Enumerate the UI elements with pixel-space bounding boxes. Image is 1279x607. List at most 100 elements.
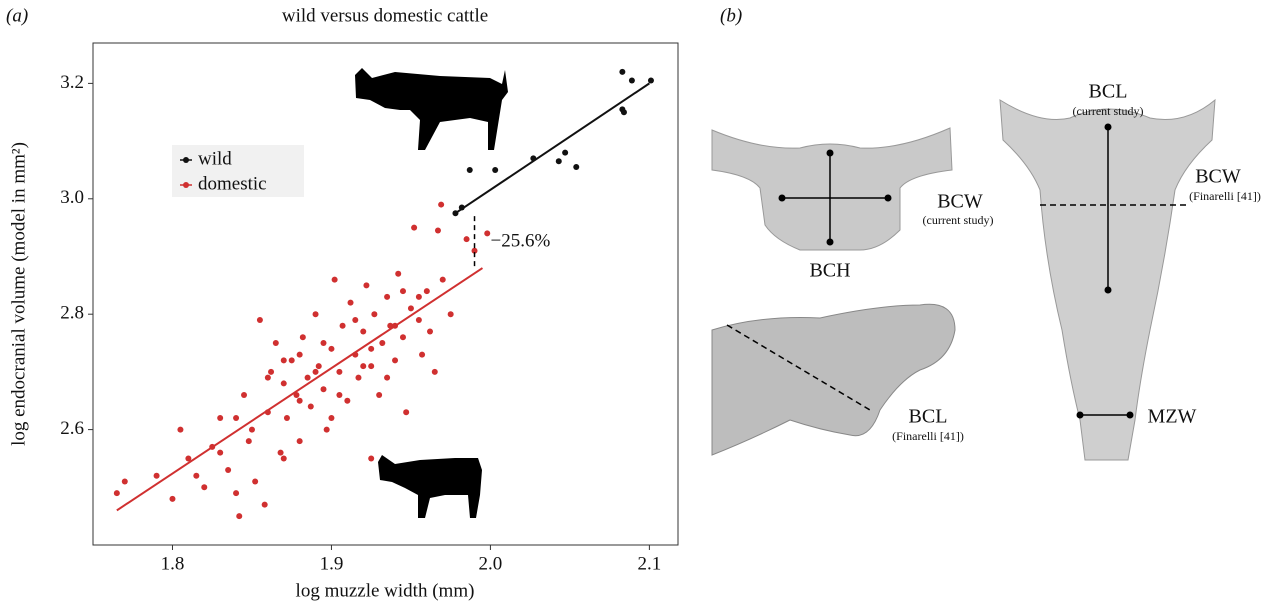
landmark: [827, 150, 834, 157]
point: [384, 294, 390, 300]
annotation: −25.6%: [491, 230, 551, 251]
point: [169, 496, 175, 502]
point: [281, 357, 287, 363]
diagram-label: BCH: [809, 260, 850, 282]
point: [340, 323, 346, 329]
point: [177, 427, 183, 433]
x-tick-label: 2.0: [479, 553, 503, 574]
point: [336, 369, 342, 375]
point: [424, 288, 430, 294]
x-tick-label: 2.1: [638, 553, 662, 574]
diagram-label: BCW: [1195, 166, 1241, 188]
legend-label: wild: [198, 148, 232, 169]
domestic-cattle-silhouette: [378, 455, 482, 518]
point: [621, 109, 627, 115]
point: [249, 427, 255, 433]
point: [427, 329, 433, 335]
x-axis-label: log muzzle width (mm): [296, 580, 475, 601]
point: [416, 317, 422, 323]
point: [313, 369, 319, 375]
point: [265, 375, 271, 381]
point: [233, 415, 239, 421]
point: [392, 357, 398, 363]
point: [257, 317, 263, 323]
point: [368, 346, 374, 352]
point: [313, 311, 319, 317]
point: [492, 167, 498, 173]
point: [332, 277, 338, 283]
point: [376, 392, 382, 398]
point: [448, 311, 454, 317]
y-tick-label: 3.2: [60, 72, 84, 93]
diagram-note: (current study): [923, 213, 994, 227]
point: [562, 150, 568, 156]
point: [355, 375, 361, 381]
y-tick-label: 2.8: [60, 303, 84, 324]
point: [648, 78, 654, 84]
point: [432, 369, 438, 375]
point: [241, 392, 247, 398]
x-tick-label: 1.8: [161, 553, 185, 574]
landmark: [1077, 412, 1084, 419]
point: [403, 409, 409, 415]
diagram-label: BCL: [1089, 81, 1128, 103]
point: [284, 415, 290, 421]
point: [629, 78, 635, 84]
chart-title: wild versus domestic cattle: [282, 5, 488, 26]
point: [438, 202, 444, 208]
diagram-note: (Finarelli [41]): [1189, 189, 1261, 203]
page: (a) (b) wild versus domestic cattle log …: [0, 0, 1279, 607]
point: [289, 357, 295, 363]
point: [400, 334, 406, 340]
point: [328, 346, 334, 352]
point: [556, 158, 562, 164]
point: [316, 363, 322, 369]
point: [154, 473, 160, 479]
point: [122, 479, 128, 485]
point: [363, 282, 369, 288]
point: [395, 271, 401, 277]
point: [297, 438, 303, 444]
point: [368, 363, 374, 369]
landmark: [1105, 287, 1112, 294]
point: [419, 352, 425, 358]
point: [467, 167, 473, 173]
diagram-label: BCL: [909, 406, 948, 428]
point: [114, 490, 120, 496]
point: [281, 455, 287, 461]
point: [619, 69, 625, 75]
point: [201, 484, 207, 490]
point: [305, 375, 311, 381]
landmark: [1105, 124, 1112, 131]
point: [416, 294, 422, 300]
landmark: [827, 239, 834, 246]
point: [344, 398, 350, 404]
point: [360, 329, 366, 335]
landmark: [1127, 412, 1134, 419]
point: [308, 404, 314, 410]
point: [360, 363, 366, 369]
panel-label: (a): [6, 5, 28, 26]
point: [281, 380, 287, 386]
diagram-note: (current study): [1073, 104, 1144, 118]
point: [352, 317, 358, 323]
point: [384, 375, 390, 381]
point: [297, 398, 303, 404]
point: [273, 340, 279, 346]
point: [336, 392, 342, 398]
landmark: [779, 195, 786, 202]
point: [233, 490, 239, 496]
point: [217, 450, 223, 456]
point: [321, 386, 327, 392]
point: [435, 228, 441, 234]
point: [464, 236, 470, 242]
x-tick-label: 1.9: [320, 553, 344, 574]
point: [328, 415, 334, 421]
point: [225, 467, 231, 473]
diagram-note: (Finarelli [41]): [892, 429, 964, 443]
point: [348, 300, 354, 306]
point: [324, 427, 330, 433]
point: [371, 311, 377, 317]
point: [217, 415, 223, 421]
diagram-label: BCW: [937, 191, 983, 213]
